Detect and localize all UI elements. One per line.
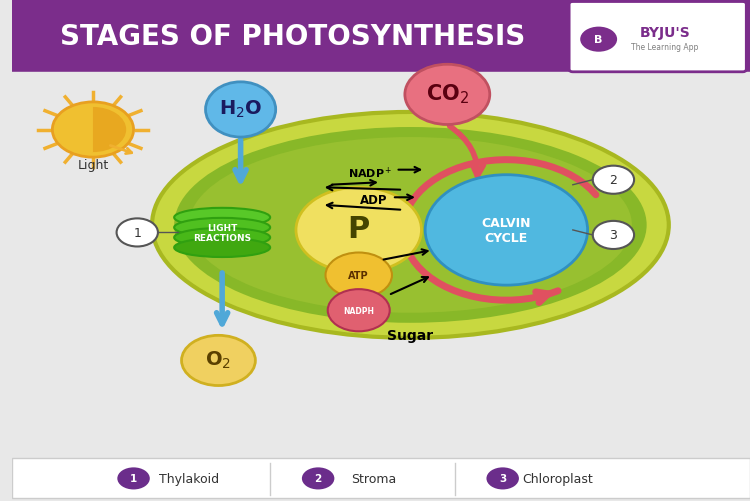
Text: 3: 3: [499, 473, 506, 483]
Text: STAGES OF PHOTOSYNTHESIS: STAGES OF PHOTOSYNTHESIS: [60, 23, 525, 51]
Ellipse shape: [53, 103, 134, 158]
Text: P: P: [347, 215, 370, 244]
Text: B: B: [595, 35, 603, 45]
Text: 3: 3: [610, 229, 617, 242]
Ellipse shape: [189, 138, 632, 313]
Circle shape: [328, 290, 390, 332]
Text: NADPH: NADPH: [344, 306, 374, 315]
Text: 2: 2: [610, 174, 617, 187]
Circle shape: [592, 166, 634, 194]
Text: The Learning App: The Learning App: [632, 43, 699, 52]
Wedge shape: [93, 108, 126, 153]
Ellipse shape: [206, 83, 276, 138]
Ellipse shape: [174, 238, 270, 258]
Text: O$_2$: O$_2$: [206, 349, 232, 370]
Text: Stroma: Stroma: [351, 472, 396, 485]
Circle shape: [580, 28, 617, 53]
Circle shape: [592, 221, 634, 249]
Text: Thylakoid: Thylakoid: [159, 472, 219, 485]
Text: Sugar: Sugar: [387, 329, 433, 343]
Text: 1: 1: [130, 473, 137, 483]
Text: LIGHT
REACTIONS: LIGHT REACTIONS: [193, 223, 251, 242]
Ellipse shape: [174, 208, 270, 227]
Text: NADP$^+$: NADP$^+$: [347, 165, 392, 180]
Circle shape: [302, 467, 334, 489]
Ellipse shape: [174, 218, 270, 237]
Ellipse shape: [174, 228, 270, 247]
Text: 1: 1: [134, 226, 141, 239]
Ellipse shape: [405, 65, 490, 125]
Text: CO$_2$: CO$_2$: [426, 82, 469, 106]
Text: ADP: ADP: [360, 194, 387, 207]
FancyBboxPatch shape: [12, 0, 750, 73]
Circle shape: [326, 253, 392, 298]
Circle shape: [296, 188, 422, 273]
Ellipse shape: [174, 128, 646, 323]
Circle shape: [116, 219, 158, 247]
Text: ATP: ATP: [349, 271, 369, 281]
Circle shape: [487, 467, 519, 489]
Ellipse shape: [182, 336, 255, 386]
Circle shape: [117, 467, 150, 489]
FancyBboxPatch shape: [569, 3, 746, 73]
Ellipse shape: [152, 113, 669, 338]
Circle shape: [425, 175, 587, 286]
Text: H$_2$O: H$_2$O: [219, 99, 262, 120]
Text: Chloroplast: Chloroplast: [523, 472, 593, 485]
Text: 2: 2: [314, 473, 322, 483]
Text: BYJU'S: BYJU'S: [640, 26, 691, 40]
Bar: [12, 458, 750, 498]
Text: CALVIN
CYCLE: CALVIN CYCLE: [482, 216, 531, 244]
Text: Light: Light: [77, 159, 109, 172]
